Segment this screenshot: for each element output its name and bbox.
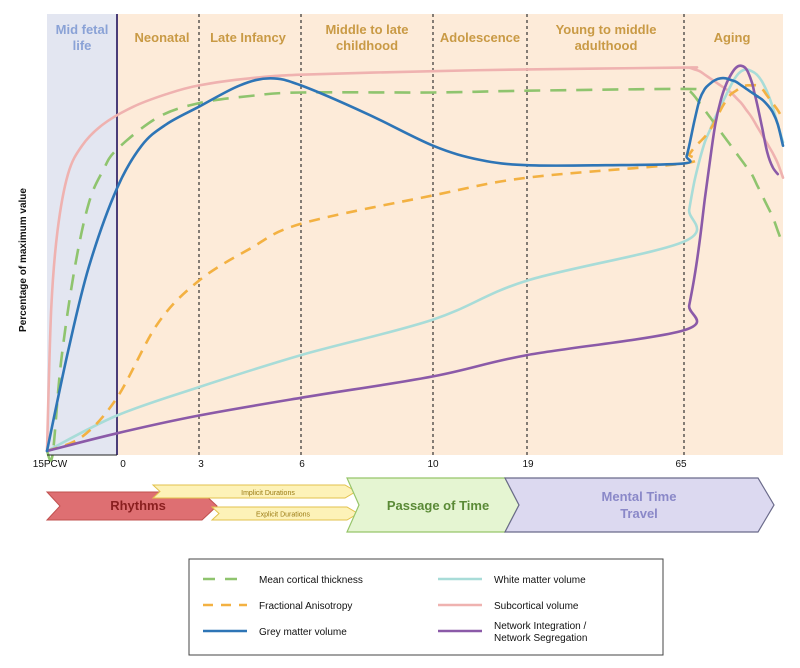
stage-label-adulthood: Young to middle adulthood <box>556 22 657 53</box>
x-tick-label-1: 0 <box>120 459 126 470</box>
x-tick-label-2: 3 <box>198 459 204 470</box>
mental-time-travel-label: Mental Time Travel <box>602 489 677 521</box>
implicit-durations-arrow <box>151 484 357 499</box>
x-tick-label-0: 15PCW <box>33 459 68 470</box>
stage-label-adolescence: Adolescence <box>440 30 520 45</box>
rhythms-label: Rhythms <box>110 498 166 513</box>
legend-label-subcortical: Subcortical volume <box>494 601 579 612</box>
series-line-network <box>45 64 780 453</box>
legend-label-white: White matter volume <box>494 575 586 586</box>
legend-label-fa: Fractional Anisotropy <box>259 601 352 612</box>
x-tick-label-4: 10 <box>427 459 439 470</box>
y-axis-label: Percentage of maximum value <box>18 188 29 332</box>
legend-label-grey: Grey matter volume <box>259 627 347 638</box>
explicit-durations-label: Explicit Durations <box>256 512 311 519</box>
explicit-durations-arrow <box>210 506 359 521</box>
legend-box <box>188 558 664 656</box>
implicit-durations-label: Implicit Durations <box>241 490 295 497</box>
x-tick-label-5: 19 <box>522 459 534 470</box>
passage-of-time-label: Passage of Time <box>387 498 489 513</box>
stage-label-neonatal: Neonatal <box>135 30 190 45</box>
stage-label-mid-fetal: Mid fetal life <box>56 22 109 53</box>
postnatal-period-background <box>117 14 783 455</box>
stage-label-aging: Aging <box>714 30 751 45</box>
x-tick-label-6: 65 <box>675 459 687 470</box>
stage-label-childhood: Middle to late childhood <box>325 22 408 53</box>
series-line-thickness <box>45 87 785 462</box>
legend-label-network: Network Integration / Network Segregation <box>494 621 587 644</box>
legend-label-thickness: Mean cortical thickness <box>259 575 363 586</box>
x-tick-label-3: 6 <box>299 459 305 470</box>
mental-time-travel-arrow <box>504 477 775 533</box>
stage-label-late-infancy: Late Infancy <box>210 30 287 45</box>
series-line-grey <box>45 76 785 453</box>
series-line-subcortical <box>45 66 785 453</box>
